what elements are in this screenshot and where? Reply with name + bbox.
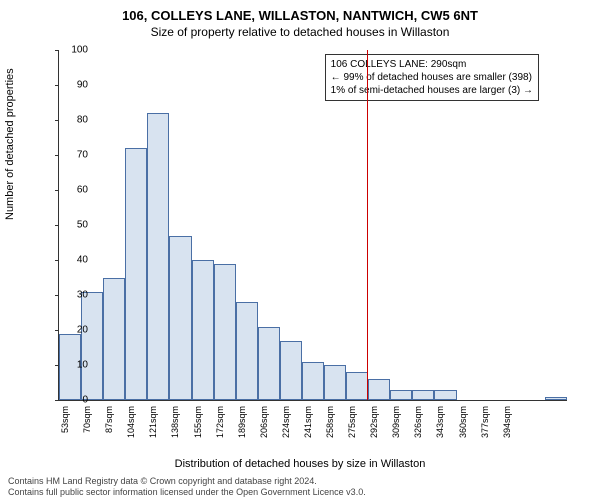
x-tick-label: 292sqm xyxy=(369,406,379,438)
histogram-bar xyxy=(169,236,191,401)
x-tick-label: 138sqm xyxy=(170,406,180,438)
histogram-bar xyxy=(192,260,214,400)
y-tick-mark xyxy=(55,225,59,226)
histogram-bar xyxy=(214,264,236,401)
x-tick-label: 206sqm xyxy=(259,406,269,438)
histogram-bar xyxy=(368,379,390,400)
y-tick-mark xyxy=(55,50,59,51)
footer-line2: Contains full public sector information … xyxy=(8,487,366,498)
x-tick-label: 224sqm xyxy=(281,406,291,438)
y-tick-label: 60 xyxy=(60,185,88,196)
y-tick-mark xyxy=(55,155,59,156)
y-tick-mark xyxy=(55,85,59,86)
x-axis-label: Distribution of detached houses by size … xyxy=(0,458,600,470)
x-tick-label: 326sqm xyxy=(413,406,423,438)
y-tick-label: 40 xyxy=(60,255,88,266)
y-tick-mark xyxy=(55,330,59,331)
x-tick-label: 189sqm xyxy=(237,406,247,438)
marker-vertical-line xyxy=(367,50,368,400)
x-tick-label: 343sqm xyxy=(435,406,445,438)
y-tick-mark xyxy=(55,400,59,401)
y-tick-mark xyxy=(55,295,59,296)
x-tick-label: 53sqm xyxy=(60,406,70,433)
histogram-bar xyxy=(125,148,147,400)
histogram-bar xyxy=(236,302,258,400)
y-tick-mark xyxy=(55,120,59,121)
x-tick-label: 155sqm xyxy=(193,406,203,438)
y-tick-label: 0 xyxy=(60,395,88,406)
y-tick-label: 50 xyxy=(60,220,88,231)
histogram-bar xyxy=(324,365,346,400)
histogram-bar xyxy=(545,397,567,401)
y-tick-mark xyxy=(55,260,59,261)
x-tick-label: 104sqm xyxy=(126,406,136,438)
histogram-bar xyxy=(390,390,412,401)
x-tick-label: 172sqm xyxy=(215,406,225,438)
annotation-box: 106 COLLEYS LANE: 290sqm ← 99% of detach… xyxy=(325,54,539,101)
y-axis-label: Number of detached properties xyxy=(4,68,16,220)
x-tick-label: 258sqm xyxy=(325,406,335,438)
chart-title-address: 106, COLLEYS LANE, WILLASTON, NANTWICH, … xyxy=(0,0,600,23)
x-tick-label: 360sqm xyxy=(458,406,468,438)
histogram-bar xyxy=(302,362,324,401)
y-tick-mark xyxy=(55,190,59,191)
histogram-bar xyxy=(258,327,280,401)
histogram-bar xyxy=(280,341,302,401)
y-tick-label: 10 xyxy=(60,360,88,371)
y-tick-label: 80 xyxy=(60,115,88,126)
y-tick-label: 30 xyxy=(60,290,88,301)
x-tick-label: 87sqm xyxy=(104,406,114,433)
histogram-bar xyxy=(81,292,103,401)
x-tick-label: 394sqm xyxy=(502,406,512,438)
x-tick-label: 309sqm xyxy=(391,406,401,438)
y-tick-label: 70 xyxy=(60,150,88,161)
histogram-bar xyxy=(434,390,456,401)
footer-line1: Contains HM Land Registry data © Crown c… xyxy=(8,476,366,487)
chart-container: 106, COLLEYS LANE, WILLASTON, NANTWICH, … xyxy=(0,0,600,500)
y-tick-label: 90 xyxy=(60,80,88,91)
x-tick-label: 275sqm xyxy=(347,406,357,438)
footer-attribution: Contains HM Land Registry data © Crown c… xyxy=(8,476,366,498)
histogram-bar xyxy=(147,113,169,400)
annotation-line2: ← 99% of detached houses are smaller (39… xyxy=(331,71,533,84)
chart-subtitle: Size of property relative to detached ho… xyxy=(0,23,600,39)
y-tick-label: 100 xyxy=(60,45,88,56)
histogram-bar xyxy=(103,278,125,401)
annotation-line3: 1% of semi-detached houses are larger (3… xyxy=(331,84,533,97)
x-tick-label: 70sqm xyxy=(82,406,92,433)
annotation-line1: 106 COLLEYS LANE: 290sqm xyxy=(331,58,533,71)
plot-area: 106 COLLEYS LANE: 290sqm ← 99% of detach… xyxy=(58,50,567,401)
x-tick-label: 121sqm xyxy=(148,406,158,438)
x-tick-label: 377sqm xyxy=(480,406,490,438)
x-tick-label: 241sqm xyxy=(303,406,313,438)
histogram-bar xyxy=(412,390,434,401)
y-tick-label: 20 xyxy=(60,325,88,336)
histogram-bar xyxy=(346,372,368,400)
